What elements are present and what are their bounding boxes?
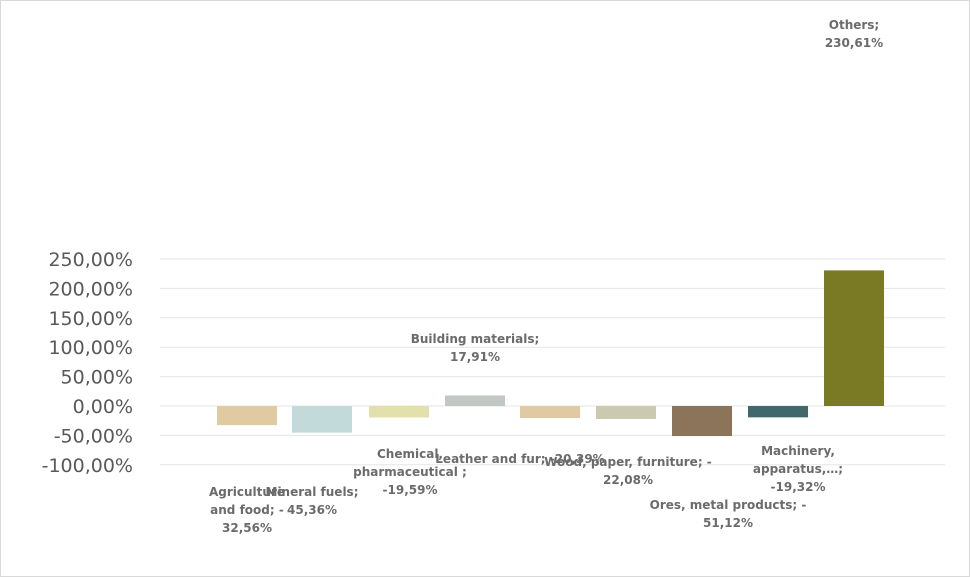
bar-1 [217,406,277,426]
data-label-line: and food; - [210,503,284,517]
data-label-line: Leather and fur; -20,39% [435,452,604,466]
data-label-1: Agriculture and food; - 32,56% [209,485,285,535]
data-label-line: Others; [829,18,879,32]
data-label-line: 51,12% [703,516,753,530]
bar-7 [672,406,732,437]
data-label-line: 22,08% [603,473,653,487]
data-label-line: -19,59% [383,483,438,497]
data-label-line: 45,36% [287,503,337,517]
data-label-9: Others; 230,61% [825,18,883,50]
data-label-line: -19,32% [771,480,826,494]
data-label-4: Building materials; 17,91% [411,332,540,364]
y-tick-label: 250,00% [48,249,133,271]
data-label-5: Leather and fur; -20,39% [435,452,604,466]
y-axis-tick-labels: 250,00% 200,00% 150,00% 100,00% 50,00% 0,00% -… [42,249,133,477]
bar-8 [748,406,808,418]
bar-6 [596,406,656,419]
data-label-line: Chemical, [377,447,443,461]
bars [217,270,884,437]
y-tick-label: 50,00% [61,367,133,389]
data-label-line: Ores, metal products; - [650,498,807,512]
data-label-2: Mineral fuels; 45,36% [266,485,359,517]
data-label-line: Mineral fuels; [266,485,359,499]
data-label-3: Chemical, pharmaceutical ; -19,59% [353,447,467,497]
bar-5 [520,406,580,418]
data-label-8: Machinery, apparatus,…; -19,32% [753,444,843,494]
bar-4 [445,395,505,406]
data-label-line: Machinery, [761,444,835,458]
data-label-line: Agriculture [209,485,285,499]
y-tick-label: 100,00% [48,337,133,359]
bar-3 [369,406,429,418]
data-label-7: Ores, metal products; - 51,12% [650,498,807,530]
y-tick-label: 0,00% [73,396,133,418]
data-label-line: Wood, paper, furniture; - [544,455,712,469]
data-label-line: 230,61% [825,36,883,50]
bar-2 [292,406,352,433]
bar-9 [824,270,884,406]
y-tick-label: -100,00% [42,455,133,477]
data-label-line: apparatus,…; [753,462,843,476]
y-tick-label: 200,00% [48,278,133,300]
data-label-line: 17,91% [450,350,500,364]
y-tick-label: -50,00% [54,425,133,447]
data-labels: Agriculture and food; - 32,56% Mineral fuel… [209,18,883,535]
data-label-line: Building materials; [411,332,540,346]
data-label-6: Wood, paper, furniture; - 22,08% [544,455,712,487]
y-tick-label: 150,00% [48,308,133,330]
data-label-line: pharmaceutical ; [353,465,467,479]
data-label-line: 32,56% [222,521,272,535]
